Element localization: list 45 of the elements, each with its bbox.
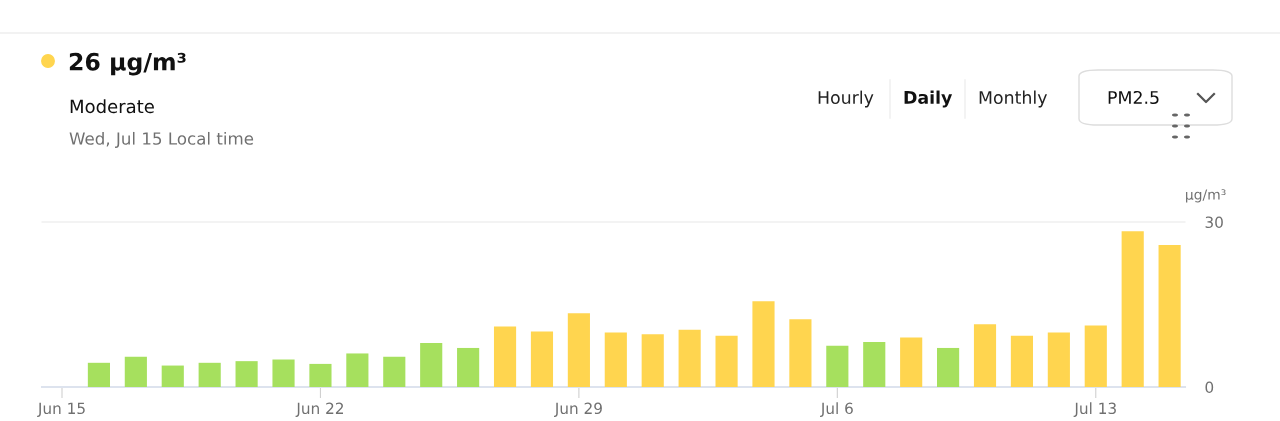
x-tick-label: Jul 6 (820, 402, 853, 417)
bar (124, 356, 147, 387)
bar (900, 337, 923, 387)
text: Wed, Jul 15 Local time (69, 131, 254, 148)
bar (973, 324, 997, 387)
bar (198, 362, 221, 387)
bar (937, 347, 960, 387)
y-tick-label: 30 (1205, 216, 1223, 229)
bar (604, 332, 627, 387)
bar (789, 319, 812, 387)
bar (1121, 231, 1144, 387)
bar (678, 329, 701, 387)
bar (493, 326, 517, 387)
bar (752, 301, 775, 387)
bar (420, 343, 443, 387)
bar (161, 365, 184, 387)
bar (863, 341, 886, 387)
bar (1158, 245, 1181, 387)
chart-subtitle: Moderate (70, 99, 154, 114)
bar (567, 313, 590, 387)
bar (1047, 332, 1070, 387)
y-axis-title: μg/m³ (1186, 189, 1226, 203)
bar (87, 362, 110, 387)
text: PM2.5 (1108, 90, 1159, 105)
bar (457, 347, 480, 387)
bar (309, 363, 332, 387)
text: Monthly (979, 90, 1047, 108)
x-tick-label: Jun 15 (37, 402, 85, 417)
text: Daily (904, 90, 953, 108)
x-tick-label: Jun 22 (295, 402, 343, 417)
bar (383, 356, 406, 387)
bar (346, 353, 369, 387)
bar (1010, 335, 1034, 387)
bar (641, 334, 664, 387)
bar (235, 361, 258, 387)
y-tick-label: 0 (1205, 381, 1214, 394)
bar (715, 335, 738, 387)
bar (826, 345, 849, 387)
x-tick-label: Jul 13 (1073, 402, 1116, 417)
text: Hourly (818, 90, 874, 108)
bar (272, 359, 295, 387)
x-tick-label: Jun 29 (554, 402, 602, 417)
chart-title: 26 μg/m³ (69, 52, 186, 76)
bar (1084, 325, 1107, 387)
bar (530, 331, 554, 387)
